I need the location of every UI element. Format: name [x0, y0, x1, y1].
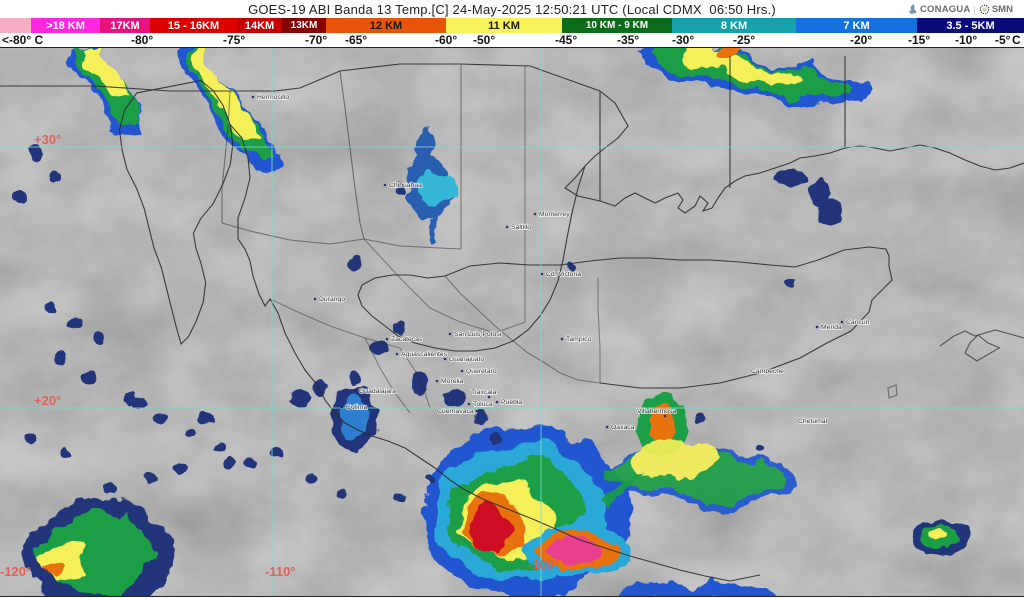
svg-text:Saltillo: Saltillo [511, 224, 531, 231]
svg-text:-120°: -120° [0, 564, 31, 579]
svg-text:-100°: -100° [528, 557, 559, 572]
svg-text:Tampico: Tampico [566, 336, 592, 343]
svg-text:Guadalajara: Guadalajara [359, 388, 396, 395]
svg-text:Cuernavaca: Cuernavaca [437, 408, 474, 415]
svg-text:Colima: Colima [346, 404, 367, 411]
svg-text:Durango: Durango [319, 296, 345, 303]
svg-text:Campeche: Campeche [751, 368, 784, 375]
svg-text:Morelia: Morelia [441, 378, 464, 385]
svg-text:Toluca: Toluca [473, 401, 493, 408]
svg-text:Puebla: Puebla [501, 399, 522, 406]
svg-text:Villahermosa: Villahermosa [637, 408, 676, 415]
svg-text:+30°: +30° [34, 132, 61, 147]
svg-text:Queretaro: Queretaro [466, 368, 497, 375]
svg-text:Monterrey: Monterrey [539, 211, 570, 218]
svg-text:Merida: Merida [821, 324, 842, 331]
svg-text:Zacatecas: Zacatecas [391, 336, 423, 343]
svg-text:Aguascalientes: Aguascalientes [401, 351, 448, 358]
svg-text:Cd. Victoria: Cd. Victoria [546, 271, 581, 278]
svg-text:Cancun: Cancun [846, 319, 870, 326]
svg-text:San Luis Potosi: San Luis Potosi [454, 331, 502, 338]
svg-text:Tlaxcala: Tlaxcala [471, 389, 497, 396]
svg-text:Oaxaca: Oaxaca [611, 424, 635, 431]
svg-text:Guanajuato: Guanajuato [449, 356, 484, 363]
svg-text:+20°: +20° [34, 393, 61, 408]
svg-text:Hermosillo: Hermosillo [257, 94, 289, 101]
svg-text:Chetumal: Chetumal [798, 418, 828, 425]
svg-text:-110°: -110° [265, 564, 296, 579]
svg-text:Chihuahua: Chihuahua [389, 182, 422, 189]
